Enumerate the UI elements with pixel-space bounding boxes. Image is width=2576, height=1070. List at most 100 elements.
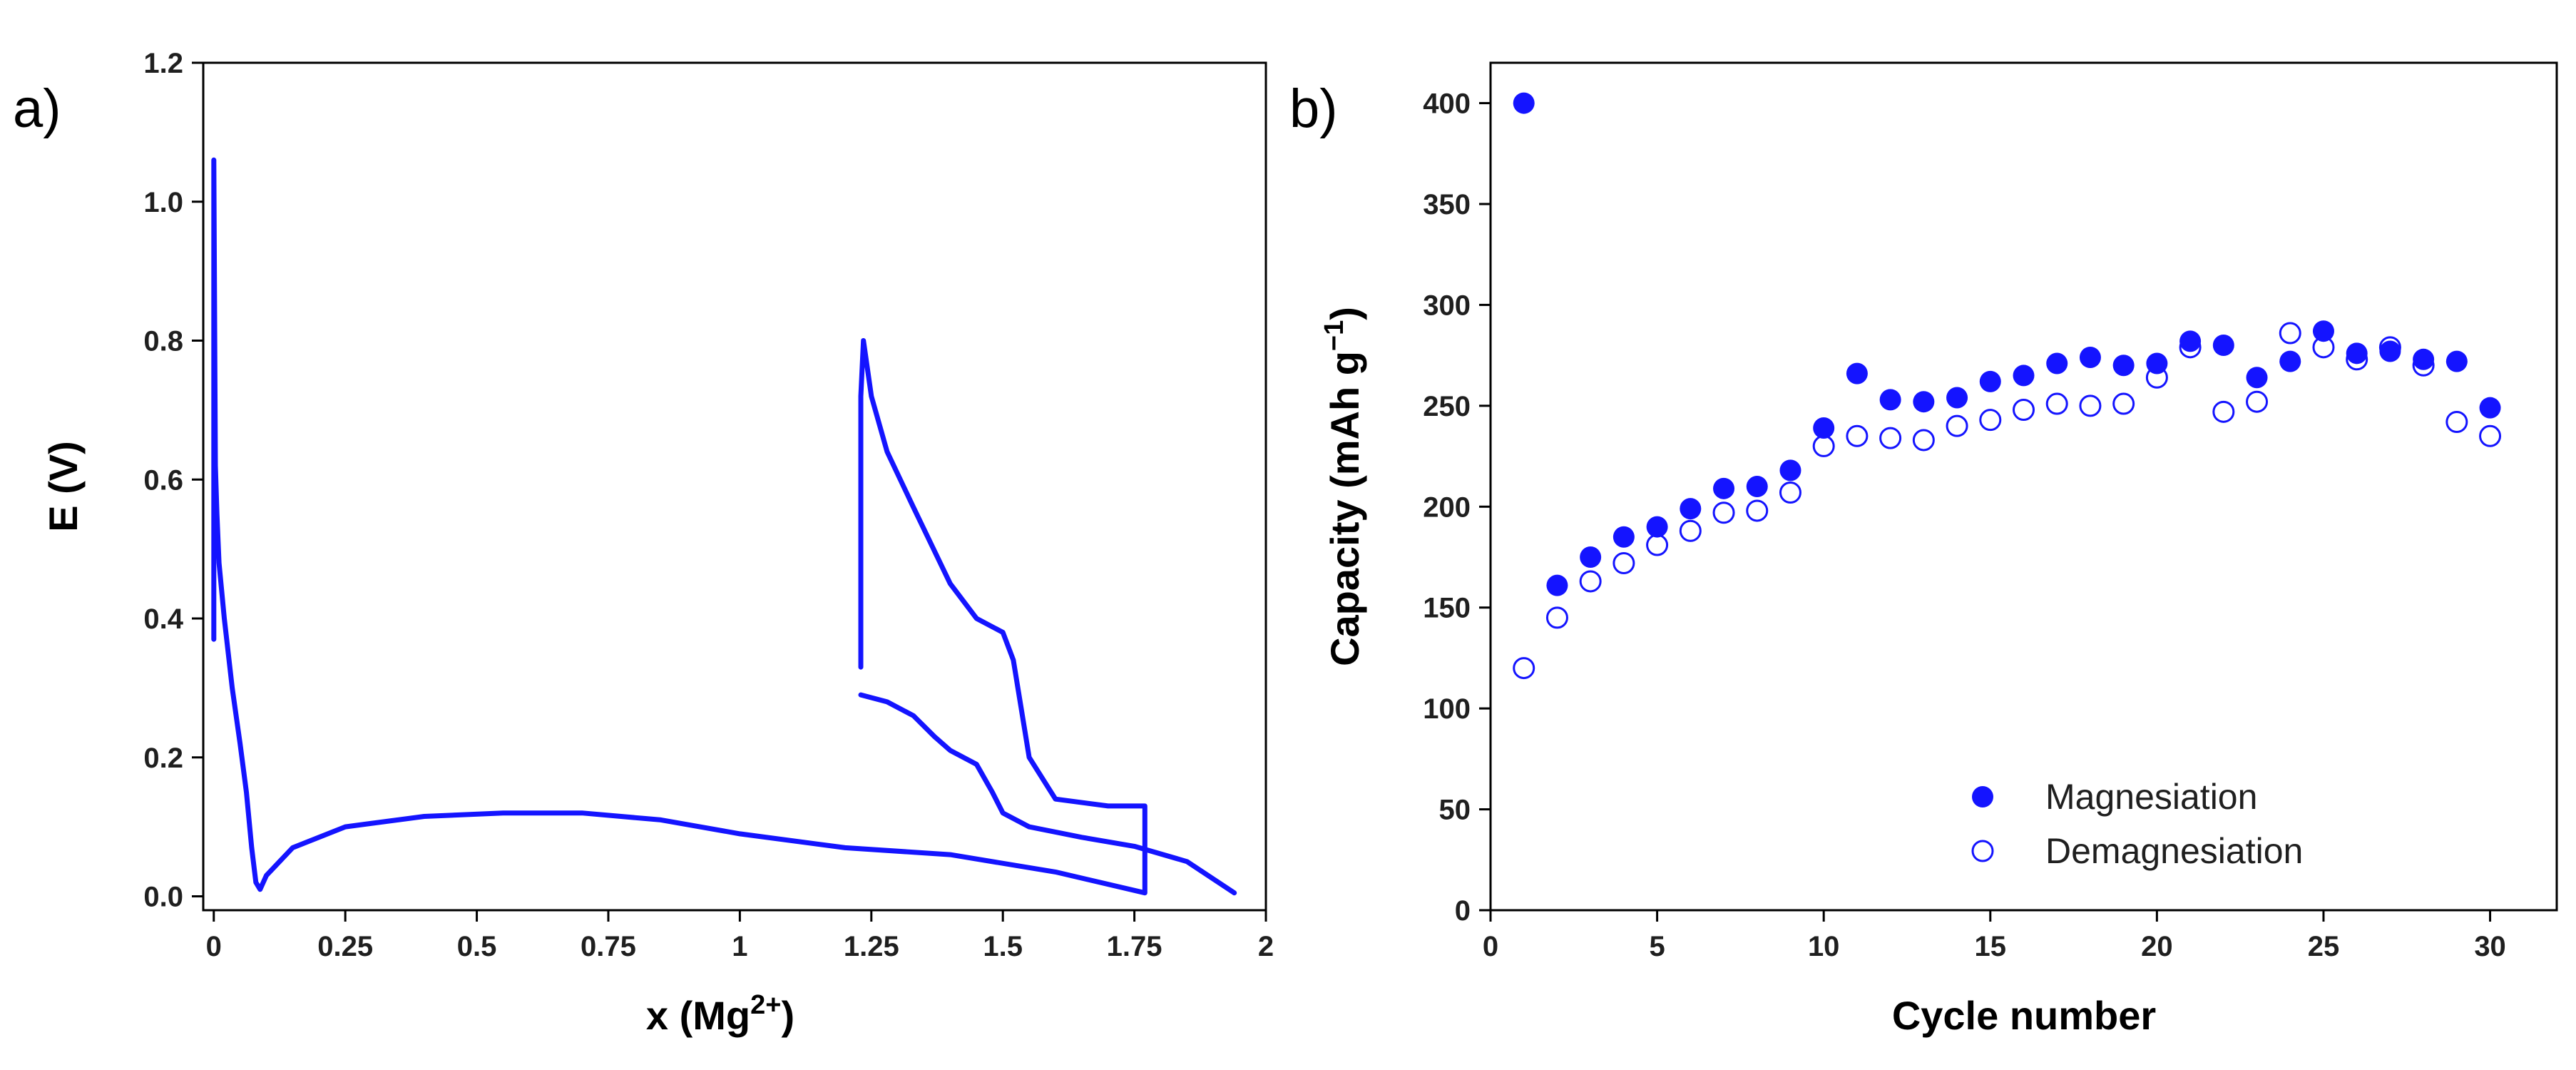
magnesiation-point [1612,526,1635,548]
demagnesiation-point [1746,499,1769,522]
magnesiation-point [1879,389,1901,411]
magnesiation-point [1580,546,1602,568]
panel-b-x-tick-label: 25 [2308,931,2340,962]
demagnesiation-point [2079,394,2102,417]
panel-a-ticks: 0 0.25 0.5 0.75 1 1.25 1.5 1.75 2 0.0 0.2 0.4 0.6 0.8… [143,48,1274,962]
demagnesiation-point [1712,501,1735,524]
demagnesiation-point [2212,400,2235,423]
panel-b-y-tick-label: 0 [1455,895,1471,927]
panel-a-series-line-1 [211,157,1148,896]
demagnesiation-point [1545,606,1568,629]
magnesiation-point [2479,397,2501,419]
demagnesiation-point [1646,534,1669,556]
panel-b-y-axis-title: Capacity (mAh g−1) [1319,307,1367,666]
magnesiation-point [1979,370,2001,392]
panel-a-x-tick-label: 2 [1258,931,1274,962]
demagnesiation-point [2279,322,2301,345]
panel-a-x-tick-label: 0.5 [457,931,497,962]
panel-b-y-axis-title-text: Capacity (mAh g [1322,351,1367,666]
panel-b: b) 0 5 10 15 20 25 30050100150200250300350400 … [1289,61,2558,1038]
panel-b-x-tick-label: 0 [1483,931,1498,962]
magnesiation-point [2146,352,2168,374]
panel-a-y-tick-label: 1.0 [143,187,183,218]
panel-b-y-tick-label: 100 [1423,693,1471,725]
panel-a-x-tick-label: 1.5 [983,931,1023,962]
panel-b-y-axis-title-end: ) [1322,307,1367,320]
legend-marker-demagnesiation [1971,840,1994,862]
panel-a-y-tick-label: 1.2 [143,48,183,79]
demagnesiation-point [1679,519,1702,542]
panel-a-y-tick-label: 0.0 [143,882,183,913]
panel-b-y-tick-label: 150 [1423,593,1471,624]
panel-a-curves [211,157,1237,896]
legend-label-demagnesiation: Demagnesiation [2045,831,2303,871]
panel-a-y-tick-label: 0.6 [143,464,183,496]
demagnesiation-point [2445,410,2468,433]
demagnesiation-point [2112,392,2135,415]
demagnesiation-point [2013,399,2035,422]
panel-a-x-tick-label: 1 [732,931,747,962]
panel-b-y-tick-label: 50 [1439,795,1471,826]
panel-b-x-tick-label: 30 [2474,931,2506,962]
magnesiation-point [2013,365,2035,387]
panel-b-x-tick-label: 20 [2141,931,2173,962]
panel-a-x-tick-label: 1.25 [844,931,899,962]
magnesiation-point [2112,355,2135,377]
demagnesiation-point [1612,551,1635,574]
panel-b-x-tick-label: 15 [1975,931,2007,962]
demagnesiation-point [2045,392,2068,415]
panel-a-x-tick-label: 0.75 [581,931,636,962]
panel-b-points [1513,92,2502,680]
panel-b-x-tick-label: 10 [1808,931,1840,962]
panel-b-y-tick-label: 400 [1423,88,1471,120]
magnesiation-point [2279,350,2301,372]
panel-b-x-axis-title: Cycle number [1892,993,2156,1038]
demagnesiation-point [1912,429,1935,452]
magnesiation-point [2212,335,2234,356]
demagnesiation-point [1879,427,1902,449]
legend-marker-magnesiation [1972,786,1993,807]
demagnesiation-point [2479,424,2502,447]
magnesiation-point [1913,391,1935,413]
panel-a-label: a) [13,78,61,139]
magnesiation-point [1513,92,1535,114]
panel-a-x-axis-title-text: x (Mg [646,993,750,1038]
panel-a-y-axis-title: E (V) [41,441,86,532]
panel-b-y-axis-title-superscript: −1 [1319,320,1349,351]
panel-b-y-tick-label: 200 [1423,491,1471,523]
panel-a-y-tick-label: 0.2 [143,743,183,774]
magnesiation-point [1846,362,1868,384]
demagnesiation-point [1846,424,1869,447]
panel-a: a) 0 0.25 0.5 0.75 1 1.25 1.5 1.75 2 0.0 0.2 0.4 0.6… [13,48,1274,1038]
magnesiation-point [1713,477,1735,499]
panel-a-series-line-2 [858,692,1237,896]
panel-a-plot-frame [202,61,1267,912]
magnesiation-point [2246,367,2268,389]
panel-a-y-tick-label: 0.4 [143,603,183,635]
magnesiation-point [1946,387,1968,409]
demagnesiation-point [1812,434,1835,457]
magnesiation-point [1680,498,1702,520]
magnesiation-point [2445,350,2468,372]
panel-b-y-tick-label: 300 [1423,290,1471,321]
panel-a-x-tick-label: 0 [206,931,222,962]
demagnesiation-point [1779,481,1801,504]
panel-b-x-tick-label: 5 [1649,931,1665,962]
legend-label-magnesiation: Magnesiation [2045,777,2257,817]
magnesiation-point [1746,476,1768,497]
magnesiation-point [1546,574,1568,596]
panel-a-y-tick-label: 0.8 [143,326,183,357]
magnesiation-point [1646,516,1668,538]
magnesiation-point [2079,346,2101,368]
panel-a-x-axis-title-superscript: 2+ [750,990,781,1020]
panel-b-label: b) [1289,78,1338,139]
magnesiation-point [2379,340,2401,362]
demagnesiation-point [2246,390,2269,413]
panel-b-y-tick-label: 250 [1423,391,1471,422]
magnesiation-point [1813,417,1835,439]
panel-a-x-axis-title: x (Mg2+) [646,990,794,1038]
magnesiation-point [2046,352,2068,374]
panel-b-y-tick-label: 350 [1423,189,1471,220]
